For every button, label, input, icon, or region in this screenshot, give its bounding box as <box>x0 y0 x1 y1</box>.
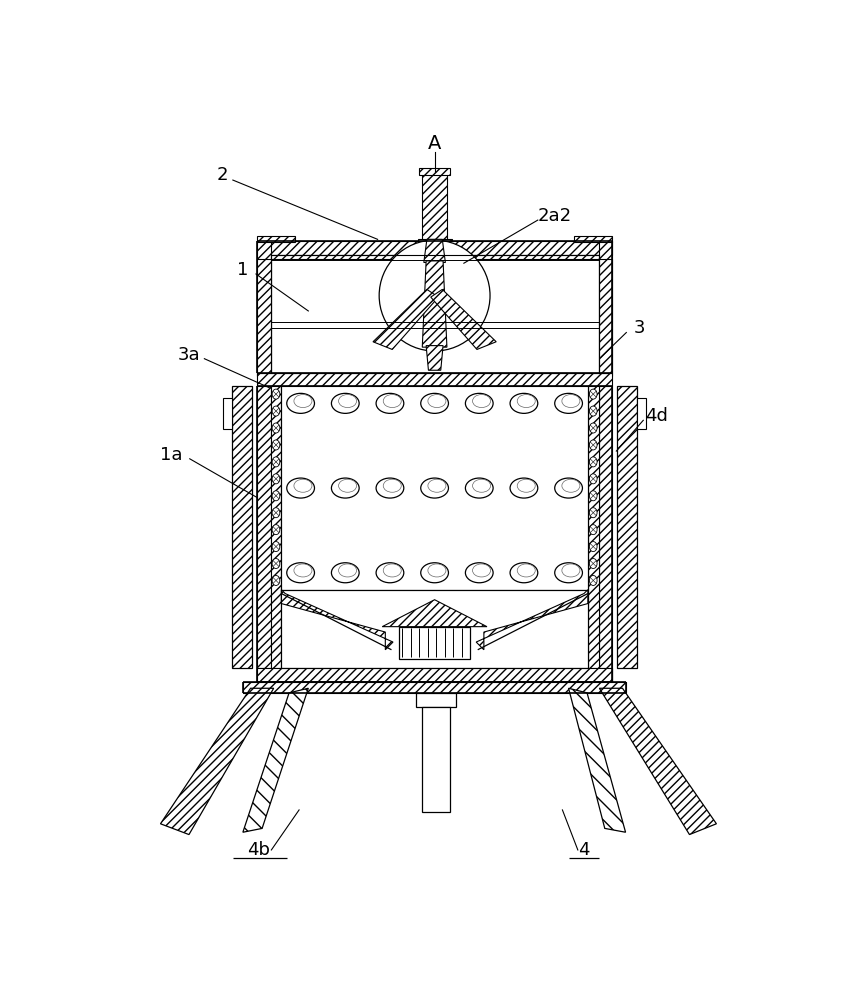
Text: A: A <box>428 134 441 153</box>
Ellipse shape <box>272 389 280 399</box>
Polygon shape <box>243 688 309 832</box>
Ellipse shape <box>466 393 494 413</box>
Ellipse shape <box>376 478 404 498</box>
Bar <box>422 707 450 812</box>
Ellipse shape <box>421 393 449 413</box>
Ellipse shape <box>421 563 449 583</box>
Ellipse shape <box>589 474 597 484</box>
Ellipse shape <box>589 406 597 416</box>
Ellipse shape <box>555 563 583 583</box>
Polygon shape <box>600 688 717 835</box>
Text: 4d: 4d <box>645 407 667 425</box>
Circle shape <box>379 240 490 351</box>
Ellipse shape <box>272 542 280 552</box>
Text: 2a2: 2a2 <box>538 207 572 225</box>
Bar <box>418 239 451 249</box>
Text: 3: 3 <box>633 319 645 337</box>
Bar <box>257 259 271 373</box>
Ellipse shape <box>466 478 494 498</box>
Ellipse shape <box>376 563 404 583</box>
Bar <box>424 242 445 249</box>
Ellipse shape <box>272 440 280 450</box>
Ellipse shape <box>272 559 280 569</box>
Ellipse shape <box>272 525 280 535</box>
Ellipse shape <box>272 491 280 501</box>
Polygon shape <box>477 590 588 650</box>
Ellipse shape <box>589 389 597 399</box>
Ellipse shape <box>589 491 597 501</box>
Polygon shape <box>431 289 496 349</box>
Bar <box>599 386 612 682</box>
Ellipse shape <box>332 563 360 583</box>
Ellipse shape <box>555 393 583 413</box>
Ellipse shape <box>466 563 494 583</box>
Ellipse shape <box>589 542 597 552</box>
Bar <box>637 398 646 429</box>
Ellipse shape <box>555 478 583 498</box>
Ellipse shape <box>272 406 280 416</box>
Bar <box>599 259 612 373</box>
Polygon shape <box>160 688 274 835</box>
Bar <box>257 386 271 682</box>
Ellipse shape <box>421 478 449 498</box>
Ellipse shape <box>589 559 597 569</box>
Polygon shape <box>373 289 438 349</box>
Bar <box>257 373 612 386</box>
Bar <box>599 241 612 376</box>
Bar <box>588 386 599 668</box>
Polygon shape <box>427 346 443 370</box>
Text: 2: 2 <box>216 166 228 184</box>
Bar <box>574 236 612 242</box>
Ellipse shape <box>510 478 538 498</box>
Ellipse shape <box>332 393 360 413</box>
Text: 3a: 3a <box>178 346 200 364</box>
Ellipse shape <box>510 563 538 583</box>
Polygon shape <box>424 239 445 262</box>
Bar <box>257 668 612 682</box>
Polygon shape <box>382 600 487 627</box>
Ellipse shape <box>287 393 315 413</box>
Ellipse shape <box>589 440 597 450</box>
Bar <box>271 255 599 259</box>
Ellipse shape <box>589 457 597 467</box>
Ellipse shape <box>272 508 280 518</box>
Ellipse shape <box>589 423 597 433</box>
Polygon shape <box>282 590 393 650</box>
Bar <box>399 627 470 659</box>
Bar <box>282 590 588 668</box>
Bar <box>282 386 588 590</box>
Ellipse shape <box>510 393 538 413</box>
Ellipse shape <box>589 575 597 585</box>
Ellipse shape <box>332 478 360 498</box>
Text: 4b: 4b <box>247 841 270 859</box>
Ellipse shape <box>287 563 315 583</box>
Text: 4: 4 <box>578 841 589 859</box>
Bar <box>223 398 232 429</box>
Text: 1: 1 <box>237 261 248 279</box>
Bar <box>419 168 450 175</box>
Ellipse shape <box>287 478 315 498</box>
Bar <box>232 386 252 668</box>
Ellipse shape <box>272 457 280 467</box>
Bar <box>416 693 456 707</box>
Bar <box>617 386 637 668</box>
Bar <box>271 386 282 668</box>
Bar <box>257 241 612 255</box>
Polygon shape <box>422 261 447 347</box>
Bar <box>422 172 447 242</box>
Text: 1a: 1a <box>160 446 182 464</box>
Bar <box>257 241 271 376</box>
Polygon shape <box>568 688 626 832</box>
Ellipse shape <box>272 474 280 484</box>
Ellipse shape <box>589 508 597 518</box>
Ellipse shape <box>376 393 404 413</box>
Bar <box>243 682 627 693</box>
Bar <box>257 236 295 242</box>
Ellipse shape <box>272 423 280 433</box>
Bar <box>257 668 612 682</box>
Ellipse shape <box>589 525 597 535</box>
Ellipse shape <box>272 575 280 585</box>
